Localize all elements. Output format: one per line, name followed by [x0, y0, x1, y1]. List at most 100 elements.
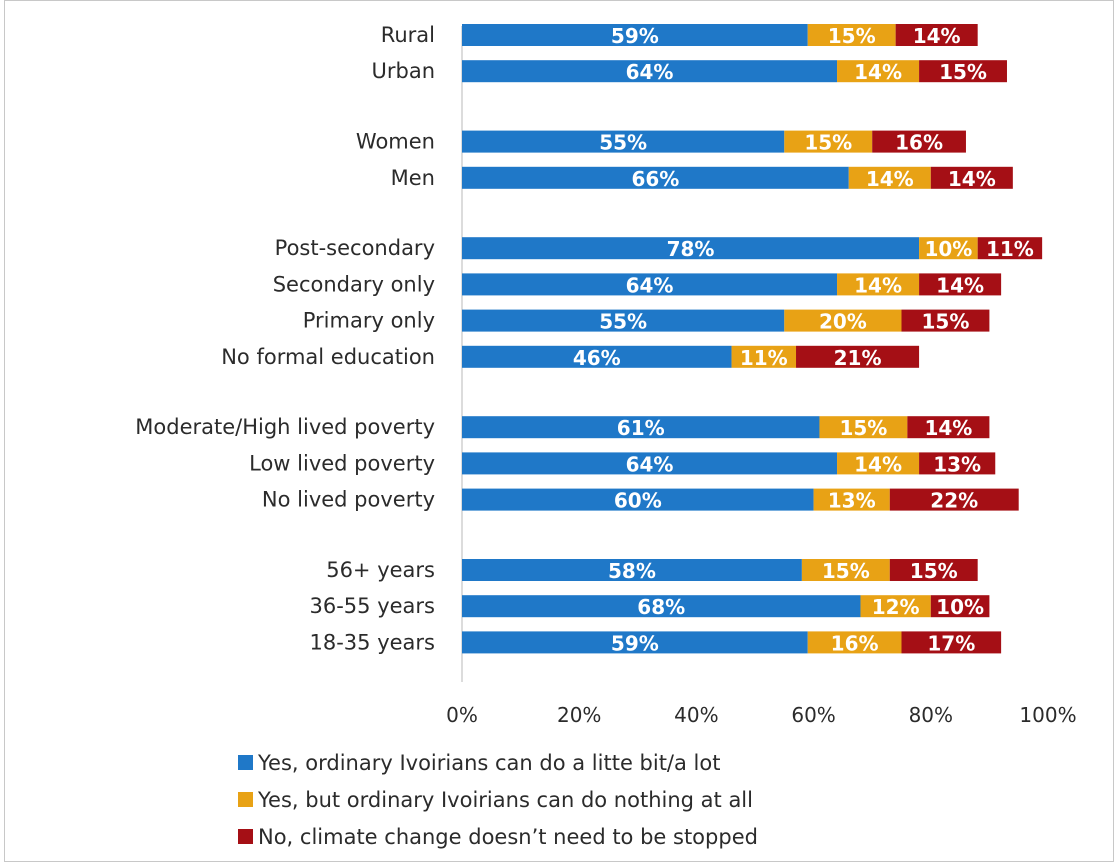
data-label: 55%	[599, 131, 647, 155]
data-label: 60%	[614, 489, 662, 513]
bar-segment	[462, 416, 820, 439]
category-label: No formal education	[221, 345, 435, 369]
bar-segment	[796, 345, 920, 368]
data-label: 13%	[828, 489, 876, 513]
data-label: 15%	[939, 60, 987, 84]
category-label: Women	[356, 130, 435, 154]
data-label: 15%	[804, 131, 852, 155]
category-label: 36-55 years	[310, 594, 436, 618]
bar-segment	[872, 130, 966, 153]
legend-label: No, climate change doesn’t need to be st…	[258, 824, 758, 849]
legend-swatch	[238, 792, 253, 807]
bar-segment	[930, 595, 990, 618]
x-tick-label: 0%	[446, 703, 478, 727]
data-label: 21%	[834, 346, 882, 370]
x-tick-label: 20%	[557, 703, 601, 727]
legend-swatch	[238, 829, 253, 844]
bar-segment	[889, 559, 978, 581]
data-label: 15%	[922, 310, 970, 334]
data-label: 14%	[913, 24, 961, 48]
legend-label: Yes, ordinary Ivoirians can do a litte b…	[258, 750, 721, 775]
bar-segment	[462, 595, 861, 618]
data-label: 17%	[927, 631, 975, 655]
bar-segment	[462, 166, 849, 189]
data-label: 11%	[986, 237, 1034, 261]
category-label: Urban	[371, 59, 435, 83]
bar-segment	[837, 273, 920, 296]
category-label: 18-35 years	[310, 630, 436, 654]
bar-segment	[462, 631, 808, 654]
data-label: 59%	[611, 631, 659, 655]
category-label: Low lived poverty	[249, 451, 435, 475]
bar-segment	[919, 237, 978, 260]
data-label: 20%	[819, 310, 867, 334]
bar-segment	[462, 60, 838, 83]
x-tick-label: 60%	[791, 703, 835, 727]
data-label: 14%	[854, 452, 902, 476]
bar-segment	[784, 130, 873, 153]
category-label: Men	[391, 166, 435, 190]
bar-segment	[901, 631, 1002, 654]
data-label: 16%	[831, 631, 879, 655]
data-label: 64%	[626, 60, 674, 84]
data-label: 14%	[924, 416, 972, 440]
bar-segment	[819, 416, 908, 439]
data-label: 59%	[611, 24, 659, 48]
bar-segment	[813, 488, 890, 511]
data-label: 55%	[599, 310, 647, 334]
category-label: Post-secondary	[275, 236, 435, 260]
data-label: 68%	[637, 595, 685, 619]
data-label: 14%	[866, 167, 914, 191]
bar-segment	[807, 631, 902, 654]
bar-segment	[801, 559, 890, 581]
legend-label: Yes, but ordinary Ivoirians can do nothi…	[258, 787, 753, 812]
bar-segment	[919, 273, 1002, 296]
bar-segment	[901, 309, 990, 332]
category-label: 56+ years	[326, 558, 435, 582]
legend-item: No, climate change doesn’t need to be st…	[238, 818, 758, 855]
bar-segment	[977, 237, 1043, 260]
stacked-bar-chart: Rural 59% 15% 14% Urban 64% 14% 15% Women 55% 15% 1…	[135, 23, 1076, 727]
bar-segment	[889, 488, 1019, 511]
bar-segment	[462, 488, 814, 511]
x-tick-label: 80%	[909, 703, 953, 727]
bar-segment	[462, 273, 838, 296]
bar-segment	[930, 166, 1013, 189]
category-label: Moderate/High lived poverty	[135, 415, 435, 439]
data-label: 66%	[631, 167, 679, 191]
category-label: Rural	[381, 23, 435, 47]
bar-segment	[907, 416, 990, 439]
data-label: 14%	[936, 273, 984, 297]
data-label: 58%	[608, 559, 656, 583]
category-label: Secondary only	[273, 272, 435, 296]
legend-item: Yes, but ordinary Ivoirians can do nothi…	[238, 781, 758, 818]
data-label: 13%	[933, 452, 981, 476]
data-label: 46%	[573, 346, 621, 370]
bar-segment	[462, 24, 808, 46]
bar-segment	[784, 309, 902, 332]
bar-segment	[462, 345, 732, 368]
data-label: 15%	[839, 416, 887, 440]
bar-segment	[860, 595, 931, 618]
bar-segment	[462, 309, 785, 332]
data-label: 10%	[924, 237, 972, 261]
data-label: 12%	[872, 595, 920, 619]
bar-segment	[895, 24, 978, 46]
legend-swatch	[238, 755, 253, 770]
data-label: 15%	[828, 24, 876, 48]
bar-segment	[462, 559, 802, 581]
bar-segment	[837, 60, 920, 83]
data-label: 14%	[948, 167, 996, 191]
x-tick-label: 40%	[674, 703, 718, 727]
x-tick-label: 100%	[1019, 703, 1076, 727]
data-label: 64%	[626, 452, 674, 476]
data-label: 22%	[930, 489, 978, 513]
data-label: 11%	[740, 346, 788, 370]
legend-item: Yes, ordinary Ivoirians can do a litte b…	[238, 744, 758, 781]
bar-segment	[462, 237, 920, 260]
bar-segment	[462, 130, 785, 153]
data-label: 16%	[895, 131, 943, 155]
data-label: 64%	[626, 273, 674, 297]
bar-segment	[919, 452, 996, 475]
chart-frame	[4, 0, 1114, 862]
